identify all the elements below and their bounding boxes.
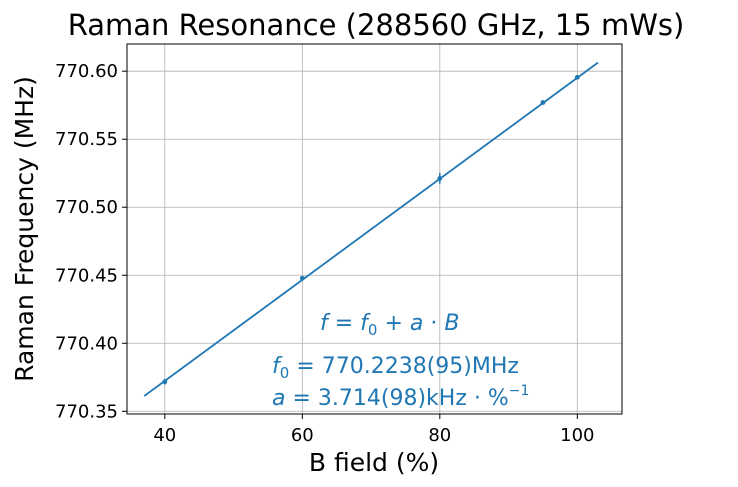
- data-point: [437, 175, 443, 181]
- x-tick-label: 100: [560, 425, 594, 446]
- x-axis-label: B field (%): [309, 448, 439, 477]
- grid-lines: [127, 44, 622, 414]
- data-point: [299, 275, 305, 281]
- plot-frame: [126, 43, 623, 415]
- data-point: [574, 74, 580, 80]
- data-point: [540, 100, 546, 105]
- axis-ticks: 40 60 80 100 770.35 770.40 770.45 770.50 770.55 7…: [55, 61, 594, 446]
- y-tick-label: 770.60: [55, 61, 118, 82]
- y-axis-label: Raman Frequency (MHz): [10, 76, 39, 382]
- slope-fit-result: a = 3.714(98)kHz · %−1: [272, 383, 529, 411]
- chart-title: Raman Resonance (288560 GHz, 15 mWs): [68, 8, 685, 42]
- y-tick-label: 770.50: [55, 197, 118, 218]
- x-tick-label: 60: [291, 425, 314, 446]
- y-tick-label: 770.45: [55, 265, 118, 286]
- data-point: [162, 379, 168, 385]
- y-tick-label: 770.35: [55, 401, 118, 422]
- model-formula: f = f0 + a · B: [320, 311, 459, 339]
- x-tick-label: 80: [428, 425, 451, 446]
- y-tick-label: 770.55: [55, 129, 118, 150]
- f0-fit-result: f0 = 770.2238(95)MHz: [272, 354, 519, 382]
- y-tick-label: 770.40: [55, 333, 118, 354]
- fit-line: [143, 61, 599, 397]
- x-tick-label: 40: [153, 425, 176, 446]
- plot-series: [143, 61, 599, 397]
